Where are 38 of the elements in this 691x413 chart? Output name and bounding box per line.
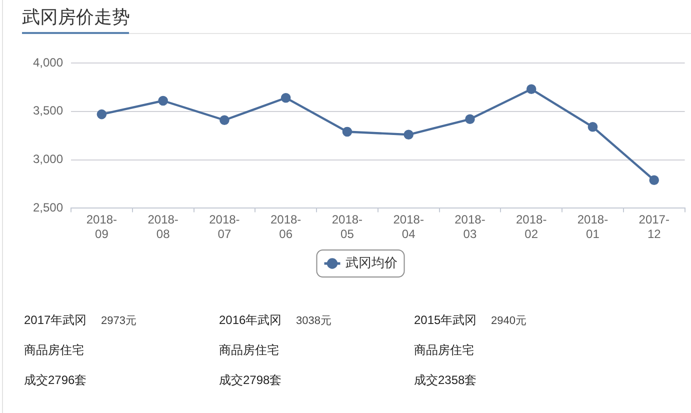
- y-tick-label: 2,500: [32, 200, 64, 215]
- point: [158, 96, 168, 106]
- x-tick-label: 2018-08: [148, 212, 178, 242]
- y-tick-label: 3,000: [32, 152, 64, 166]
- legend-label: 武冈均价: [345, 255, 398, 270]
- text: 成交2796套: [24, 372, 87, 388]
- x-tick-label: 2018-07: [209, 212, 240, 242]
- text: 成交2798套: [219, 372, 282, 388]
- text: 商品房住宅: [24, 342, 84, 358]
- x-tick-label: 2018-03: [454, 212, 486, 242]
- point: [588, 122, 598, 132]
- x-tick-label: 2017-12: [638, 212, 670, 242]
- y-tick-label: 3,500: [32, 104, 64, 118]
- text: 2015年武冈: [414, 312, 477, 328]
- text: 商品房住宅: [414, 342, 474, 358]
- chart-title: 武冈房价走势: [22, 6, 130, 28]
- text: 2973元: [101, 314, 136, 329]
- point: [465, 114, 475, 124]
- point: [220, 115, 230, 126]
- text: 2017年武冈: [24, 312, 87, 328]
- y-tick-label: 4,000: [32, 55, 64, 70]
- text: 成交2358套: [414, 372, 477, 388]
- text: 2016年武冈: [219, 312, 282, 328]
- x-tick-label: 2018-02: [516, 212, 547, 242]
- text: 商品房住宅: [219, 342, 279, 358]
- point: [649, 175, 660, 186]
- x-tick-label: 2018-01: [577, 212, 608, 242]
- text: 3038元: [296, 314, 332, 329]
- point: [280, 92, 291, 103]
- text: 2940元: [491, 314, 526, 329]
- x-tick-label: 2018-09: [86, 212, 118, 242]
- x-tick-label: 2018-05: [332, 212, 363, 242]
- point: [404, 130, 414, 140]
- point: [96, 109, 107, 120]
- point: [342, 126, 352, 137]
- point: [526, 84, 536, 94]
- x-tick-label: 2018-06: [270, 212, 302, 242]
- x-tick-label: 2018-04: [393, 212, 424, 242]
